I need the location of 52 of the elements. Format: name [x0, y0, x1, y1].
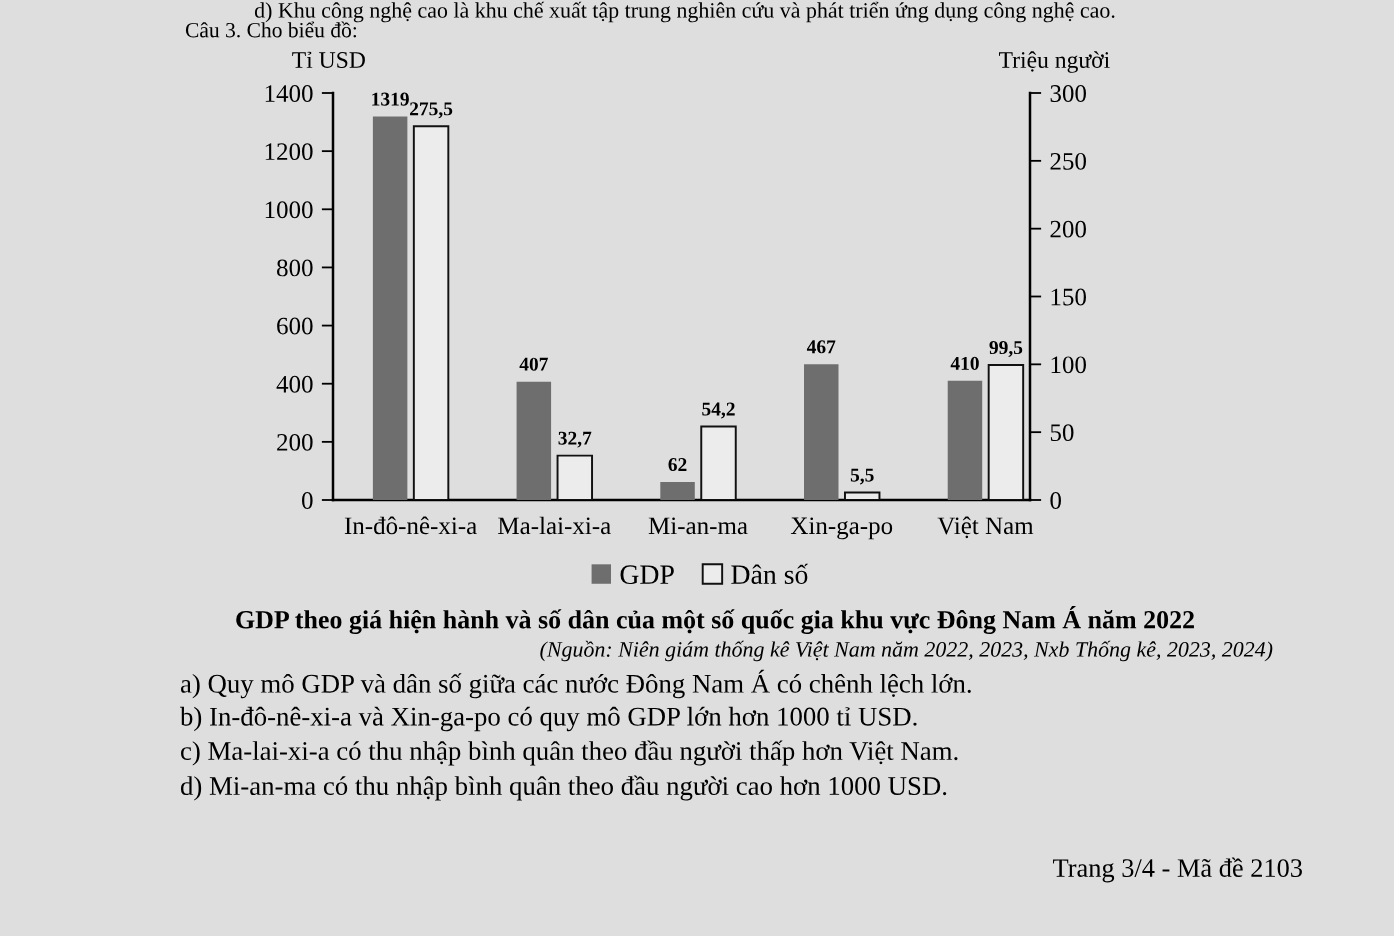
y-tick-label: 400: [276, 375, 313, 393]
bar: [660, 481, 695, 500]
bar: [804, 364, 839, 500]
text: b) In-đô-nê-xi-a và Xin-ga-po có quy mô GDP lớn hơn 1000 tỉ USD.: [180, 706, 917, 732]
bar: [516, 381, 552, 500]
x-tick-label: Mi-an-ma: [648, 517, 748, 535]
bar: [372, 116, 408, 500]
text: c) Ma-lai-xi-a có thu nhập bình quân theo đầu người thấp hơn Việt Nam.: [181, 740, 958, 766]
y-tick-label: 0: [302, 492, 313, 509]
y2-tick-label: 50: [1050, 424, 1074, 442]
data-label: 410: [950, 356, 979, 370]
text: Câu 3. Cho biểu đồ:: [185, 21, 357, 38]
y-tick-label: 1200: [265, 143, 313, 161]
y2-tick-label: 250: [1050, 152, 1086, 170]
legend-label: GDP: [620, 565, 674, 585]
data-label: 99,5: [989, 341, 1023, 357]
data-label: 467: [806, 340, 836, 354]
y-tick-label: 1000: [265, 201, 313, 219]
text: Trang 3/4 - Mã đề 2103: [1053, 857, 1302, 883]
text: GDP theo giá hiện hành và số dân của một số quốc gia khu vực Đông Nam Á năm 2022: [236, 606, 1194, 634]
x-tick-label: Xin-ga-po: [790, 517, 893, 540]
text: d) Mi-an-ma có thu nhập bình quân theo đầu người cao hơn 1000 USD.: [180, 775, 947, 801]
legend-label: Dân số: [731, 563, 808, 585]
data-label: 5,5: [850, 468, 874, 485]
y-tick-label: 1400: [265, 85, 313, 102]
y2-tick-label: 0: [1050, 492, 1061, 509]
data-label: 407: [519, 357, 548, 371]
bar: [556, 454, 594, 500]
y2-tick-label: 200: [1050, 220, 1086, 238]
text: (Nguồn: Niên giám thống kê Việt Nam năm 2022, 2023, Nxb Thống kê, 2023, 2024): [540, 640, 1273, 662]
x-tick-label: Ma-lai-xi-a: [498, 516, 611, 535]
y2-axis-title: Triệu người: [998, 51, 1110, 73]
y-tick-label: 600: [277, 317, 313, 335]
data-label: 275,5: [410, 102, 453, 119]
bar: [412, 125, 450, 500]
bar: [987, 364, 1025, 500]
bar: [844, 491, 881, 500]
y2-tick-label: 300: [1050, 85, 1086, 102]
data-label: 62: [668, 458, 687, 472]
y2-tick-label: 150: [1051, 288, 1086, 306]
x-tick-label: Việt Nam: [937, 516, 1034, 539]
text: a) Quy mô GDP và dân số giữa các nước Đông Nam Á có chênh lệch lớn.: [180, 669, 971, 699]
data-label: 1319: [372, 92, 409, 106]
bar: [700, 425, 737, 500]
y2-tick-label: 100: [1051, 356, 1086, 374]
x-tick-label: In-đô-nê-xi-a: [344, 516, 477, 535]
bar: [947, 380, 983, 500]
y-tick-label: 800: [277, 259, 313, 277]
data-label: 32,7: [558, 431, 592, 448]
y-tick-label: 200: [277, 433, 313, 451]
data-label: 54,2: [702, 402, 735, 419]
y-axis-title: Tỉ USD: [292, 51, 365, 68]
